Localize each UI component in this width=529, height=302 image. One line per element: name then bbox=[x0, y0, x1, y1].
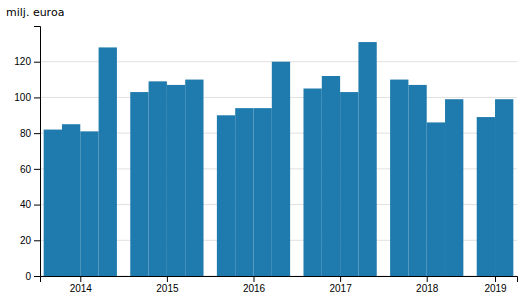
x-tick-label: 2017 bbox=[329, 283, 352, 294]
x-tick-mark bbox=[495, 276, 496, 282]
x-tick-label: 2018 bbox=[416, 283, 439, 294]
x-tick-label: 2015 bbox=[156, 283, 179, 294]
y-tick: 20 bbox=[20, 235, 40, 246]
y-tick-label: 0 bbox=[25, 271, 31, 282]
y-axis-line bbox=[34, 27, 41, 277]
bar bbox=[358, 42, 376, 276]
bar bbox=[130, 92, 148, 276]
bar bbox=[62, 124, 80, 276]
x-tick: 2019 bbox=[484, 276, 507, 294]
y-tick-mark bbox=[34, 205, 40, 206]
x-axis-line bbox=[41, 277, 518, 283]
y-label: milj. euroa bbox=[6, 6, 64, 19]
bar bbox=[272, 62, 290, 276]
x-axis: 2014 2015 2016 2017 2018 2019 bbox=[41, 276, 518, 294]
bar bbox=[477, 117, 495, 276]
y-tick-label: 40 bbox=[20, 199, 32, 210]
y-tick: 0 bbox=[25, 271, 40, 282]
x-tick: 2017 bbox=[329, 276, 352, 294]
bar bbox=[44, 130, 62, 276]
bar bbox=[149, 81, 167, 276]
y-tick: 100 bbox=[14, 92, 40, 103]
y-tick: 120 bbox=[14, 56, 40, 67]
y-axis: 0 20 40 60 80 100 120 bbox=[14, 27, 40, 282]
x-tick-label: 2014 bbox=[70, 283, 93, 294]
bar bbox=[445, 99, 463, 276]
y-tick: 40 bbox=[20, 199, 40, 210]
bar bbox=[217, 115, 235, 276]
bar bbox=[185, 80, 203, 276]
bars bbox=[44, 42, 514, 276]
chart: 2014 2015 2016 2017 2018 2019 0 20 40 60 80 100 120 m… bbox=[0, 0, 529, 302]
bar bbox=[340, 92, 358, 276]
y-tick: 60 bbox=[20, 164, 40, 175]
x-tick-mark bbox=[254, 276, 255, 282]
bar bbox=[322, 76, 340, 276]
y-tick-label: 120 bbox=[14, 56, 31, 67]
y-tick-label: 60 bbox=[20, 164, 32, 175]
x-tick-mark bbox=[427, 276, 428, 282]
x-tick: 2016 bbox=[243, 276, 266, 294]
y-tick-mark bbox=[34, 97, 40, 98]
bar bbox=[80, 131, 98, 276]
bar bbox=[303, 89, 321, 277]
bar bbox=[408, 85, 426, 276]
y-tick-mark bbox=[34, 133, 40, 134]
y-tick-label: 80 bbox=[20, 128, 32, 139]
x-tick-label: 2016 bbox=[243, 283, 266, 294]
x-tick: 2018 bbox=[416, 276, 439, 294]
y-tick-label: 20 bbox=[20, 235, 32, 246]
x-tick-mark bbox=[340, 276, 341, 282]
bar bbox=[167, 85, 185, 276]
bar bbox=[99, 47, 117, 276]
x-tick-mark bbox=[167, 276, 168, 282]
bar bbox=[235, 108, 253, 276]
x-tick-mark bbox=[80, 276, 81, 282]
x-tick: 2015 bbox=[156, 276, 179, 294]
y-tick-mark bbox=[34, 62, 40, 63]
bar bbox=[390, 80, 408, 276]
x-tick-label: 2019 bbox=[484, 283, 507, 294]
bar bbox=[427, 122, 445, 276]
y-tick-mark bbox=[34, 276, 40, 277]
bar bbox=[495, 99, 513, 276]
x-tick: 2014 bbox=[70, 276, 93, 294]
y-tick-label: 100 bbox=[14, 92, 31, 103]
y-tick: 80 bbox=[20, 128, 40, 139]
y-tick-mark bbox=[34, 240, 40, 241]
y-tick-mark bbox=[34, 169, 40, 170]
bar bbox=[254, 108, 272, 276]
